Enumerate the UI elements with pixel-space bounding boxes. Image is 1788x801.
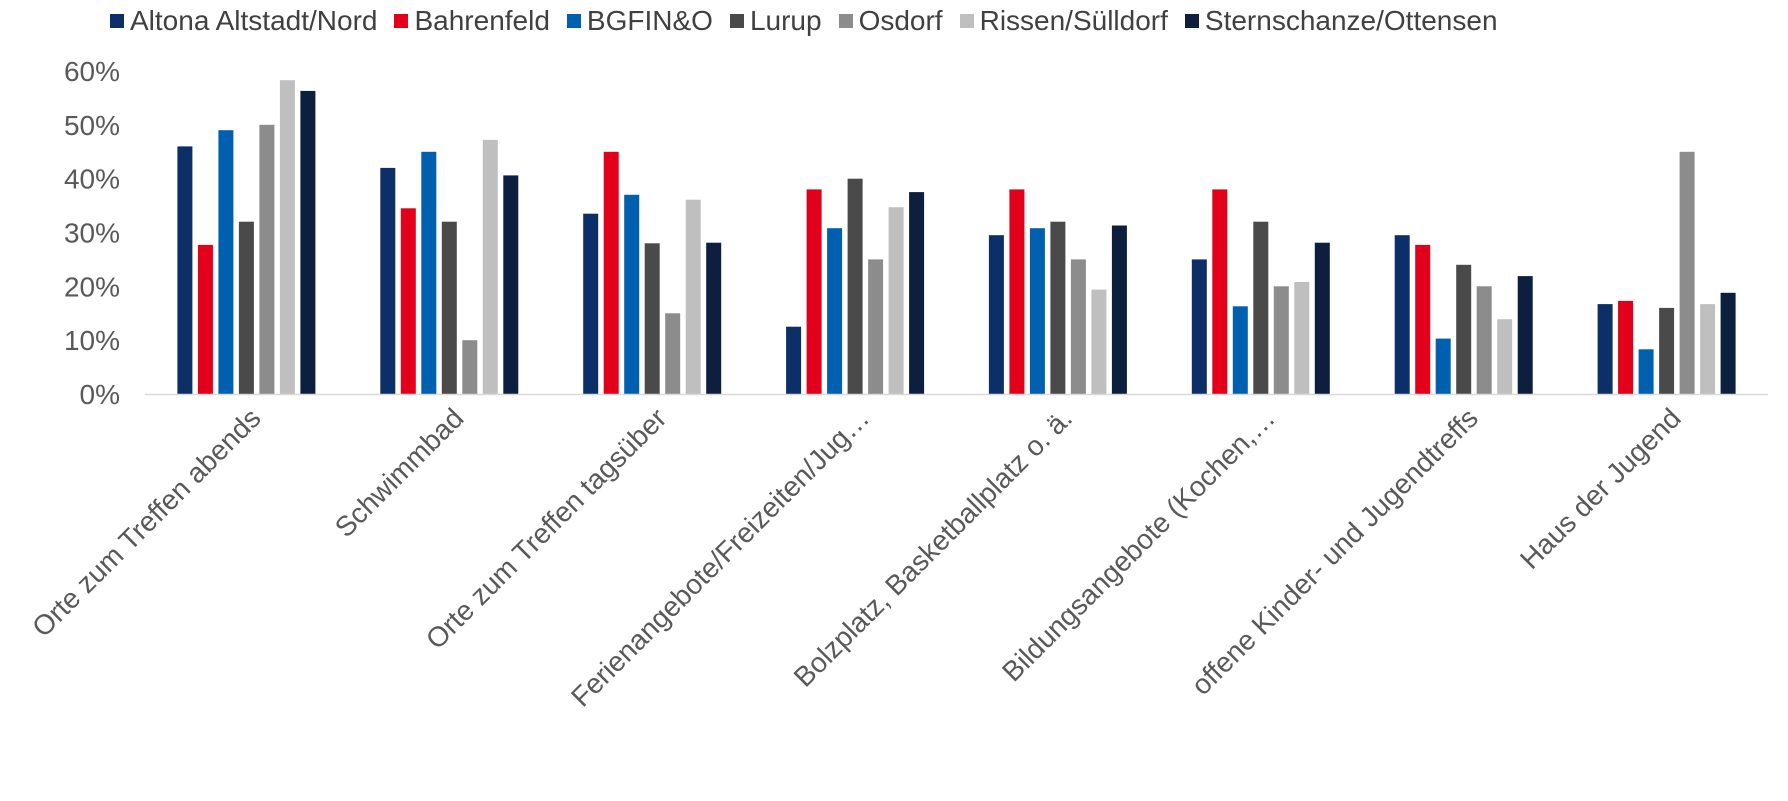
bar <box>482 139 498 394</box>
bar <box>847 178 863 394</box>
legend-label: Bahrenfeld <box>414 5 550 36</box>
legend-item: Rissen/Sülldorf <box>959 5 1168 37</box>
y-tick-label: 10% <box>64 325 120 356</box>
y-tick-label: 30% <box>64 218 120 249</box>
bar <box>300 90 316 395</box>
bar <box>1415 244 1431 394</box>
bar <box>503 175 519 394</box>
bar <box>177 146 193 394</box>
bar <box>218 130 234 394</box>
bar <box>1476 286 1492 394</box>
bar <box>583 213 599 394</box>
bar <box>644 243 660 394</box>
y-tick-label: 40% <box>64 164 120 195</box>
bar <box>1659 307 1675 394</box>
bar <box>1679 151 1695 395</box>
legend-swatch <box>959 14 974 28</box>
bar <box>1009 189 1025 394</box>
bar <box>685 199 701 394</box>
legend-swatch <box>1184 14 1199 28</box>
bar <box>259 124 275 395</box>
legend-swatch <box>394 14 409 28</box>
legend-item: BGFIN&O <box>566 5 713 37</box>
bar <box>1720 292 1736 394</box>
bar <box>1394 235 1410 394</box>
bar <box>1456 264 1472 394</box>
legend-label: Lurup <box>749 5 822 36</box>
legend-label: Altona Altstadt/Nord <box>130 5 378 36</box>
bar <box>1294 282 1310 394</box>
bar <box>1253 221 1269 394</box>
bar <box>1638 349 1654 394</box>
legend-swatch <box>838 14 853 28</box>
legend: Altona Altstadt/Nord Bahrenfeld BGFIN&O Lur… <box>110 4 1515 38</box>
bar <box>380 167 396 394</box>
y-tick-label: 50% <box>64 110 120 141</box>
bar <box>238 221 254 394</box>
y-tick-label: 0% <box>80 379 120 410</box>
legend-item: Lurup <box>729 5 822 37</box>
bar <box>603 151 619 395</box>
bar <box>665 313 681 395</box>
bar <box>706 242 722 394</box>
bar <box>1050 221 1066 394</box>
bar <box>1029 228 1045 394</box>
legend-swatch <box>110 14 124 28</box>
bar <box>827 228 843 394</box>
x-category-label: Orte zum Treffen tagsüber <box>420 402 673 655</box>
legend-label: Rissen/Sülldorf <box>979 5 1168 36</box>
legend-item: Altona Altstadt/Nord <box>110 5 377 37</box>
bar <box>1497 319 1513 394</box>
x-category-label: Orte zum Treffen abends <box>26 402 267 643</box>
legend-label: BGFIN&O <box>586 5 713 36</box>
bar <box>1314 242 1330 394</box>
bar <box>1232 306 1248 394</box>
bar <box>1597 304 1613 394</box>
legend-item: Osdorf <box>838 5 943 37</box>
bar <box>441 221 457 394</box>
bar <box>1111 225 1127 394</box>
legend-item: Sternschanze/Ottensen <box>1184 5 1498 37</box>
bar <box>1070 259 1086 394</box>
bar <box>1212 189 1228 394</box>
bar <box>279 80 295 394</box>
y-tick-label: 60% <box>64 56 120 87</box>
y-tick-label: 20% <box>64 271 120 302</box>
bar <box>1435 338 1451 394</box>
bar <box>1618 300 1634 394</box>
bar <box>909 192 925 394</box>
bar <box>197 244 213 394</box>
bar <box>421 151 437 395</box>
x-category-label: Schwimmbad <box>329 402 470 543</box>
bar <box>624 194 640 394</box>
bar <box>400 208 416 394</box>
bar <box>1517 276 1533 394</box>
bar <box>786 326 802 394</box>
bar <box>462 340 478 394</box>
legend-item: Bahrenfeld <box>394 5 550 37</box>
x-category-label: Haus der Jugend <box>1514 402 1687 575</box>
bar <box>888 207 904 394</box>
bar <box>1091 289 1107 394</box>
bar <box>1273 286 1289 394</box>
bar <box>988 235 1004 394</box>
bar <box>1191 259 1207 394</box>
bar <box>1700 304 1716 394</box>
bar <box>868 259 884 394</box>
legend-label: Osdorf <box>858 5 943 36</box>
legend-swatch <box>729 14 744 28</box>
legend-swatch <box>566 14 581 28</box>
bar <box>806 189 822 394</box>
legend-label: Sternschanze/Ottensen <box>1204 5 1498 36</box>
